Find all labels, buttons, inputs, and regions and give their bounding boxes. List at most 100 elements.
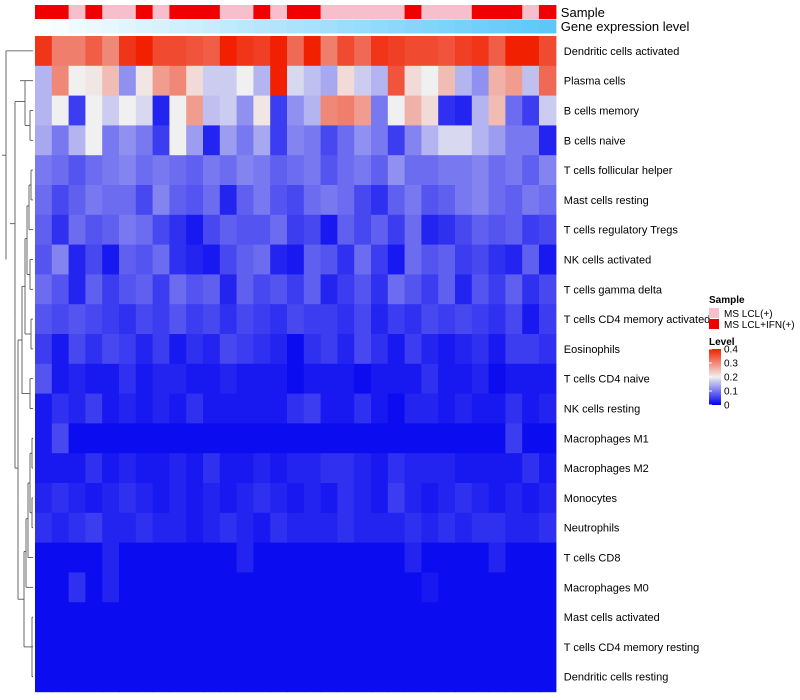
heatmap-cell (522, 36, 540, 67)
heatmap-cell (35, 542, 53, 573)
heatmap-cell (404, 483, 422, 514)
heatmap-cell (455, 125, 473, 156)
heatmap-cell (303, 304, 322, 335)
heatmap-cell (522, 185, 540, 216)
heatmap-cell (102, 661, 120, 693)
heatmap-cell (135, 274, 154, 305)
heatmap-cell (169, 65, 187, 97)
heatmap-cell (371, 512, 389, 544)
heatmap-cell (287, 36, 305, 67)
heatmap-cell (455, 363, 473, 395)
heatmap-cell (51, 572, 70, 603)
heatmap-cell (287, 304, 305, 335)
row-label: T cells CD4 memory resting (564, 642, 700, 654)
heatmap-cell (387, 36, 406, 67)
heatmap-cell (152, 155, 170, 186)
heatmap-cell (203, 274, 221, 305)
heatmap-cell (539, 185, 557, 216)
heatmap-cell (85, 125, 103, 156)
heatmap-cell (35, 36, 53, 67)
gene-expression-annotation-cell (270, 19, 288, 34)
heatmap-cell (203, 393, 221, 424)
heatmap-cell (169, 125, 187, 156)
heatmap-cell (404, 274, 422, 305)
heatmap-cell (505, 393, 523, 424)
heatmap-cell (219, 155, 238, 186)
heatmap-cell (119, 185, 137, 216)
heatmap-cell (35, 95, 53, 126)
heatmap-cell (539, 483, 557, 514)
row-label: T cells CD4 naive (564, 374, 650, 386)
heatmap-cell (35, 632, 53, 663)
heatmap-cell (51, 214, 70, 246)
gene-expression-annotation-cell (287, 19, 305, 34)
heatmap-cell (203, 125, 221, 156)
heatmap-cell (68, 334, 86, 365)
heatmap-cell (522, 542, 540, 573)
heatmap-cell (337, 334, 355, 365)
heatmap-cell (135, 125, 154, 156)
heatmap-cell (119, 423, 137, 454)
heatmap-cell (253, 65, 271, 97)
heatmap-cell (455, 453, 473, 484)
heatmap-cell (320, 214, 338, 246)
heatmap-cell (438, 602, 456, 633)
heatmap-cell (219, 274, 238, 305)
sample-annotation-cell (404, 5, 422, 19)
heatmap-cell (387, 602, 406, 633)
heatmap-cell (85, 95, 103, 126)
heatmap-cell (119, 65, 137, 97)
heatmap-cell (371, 483, 389, 514)
heatmap-cell (102, 453, 120, 484)
heatmap-cell (270, 334, 288, 365)
heatmap-cell (35, 572, 53, 603)
heatmap-cell (539, 453, 557, 484)
heatmap-cell (203, 542, 221, 573)
legend-level-tick-label: 0 (724, 401, 730, 412)
heatmap-cell (51, 65, 70, 97)
heatmap-cell (522, 334, 540, 365)
heatmap-cell (522, 453, 540, 484)
heatmap-cell (303, 185, 322, 216)
gene-expression-annotation-cell (354, 19, 372, 34)
heatmap-cell (337, 393, 355, 424)
heatmap-cell (320, 155, 338, 186)
heatmap-cell (337, 453, 355, 484)
gene-expression-annotation-label: Gene expression level (561, 19, 690, 34)
heatmap-cell (85, 572, 103, 603)
heatmap-cell (68, 512, 86, 544)
heatmap-cell (303, 334, 322, 365)
heatmap-cell (119, 602, 137, 633)
heatmap-cell (337, 572, 355, 603)
heatmap-cell (203, 304, 221, 335)
heatmap-cell (539, 393, 557, 424)
legend-level-tick-label: 0.4 (724, 345, 738, 356)
heatmap-cell (51, 304, 70, 335)
row-labels: Dendritic cells activated Plasma cells B c… (564, 46, 711, 684)
heatmap-cell (471, 125, 490, 156)
heatmap-cell (102, 572, 120, 603)
row-label: Dendritic cells resting (564, 672, 669, 684)
row-label: T cells gamma delta (564, 284, 663, 296)
gene-expression-annotation-cell (371, 19, 389, 34)
heatmap-cell (539, 244, 557, 275)
heatmap-cell (387, 483, 406, 514)
heatmap-cell (387, 661, 406, 693)
row-label: NK cells activated (564, 255, 651, 267)
heatmap-cell (471, 334, 490, 365)
heatmap-cell (522, 572, 540, 603)
heatmap-cell (203, 36, 221, 67)
sample-annotation-cell (522, 5, 540, 19)
heatmap-cell (135, 453, 154, 484)
heatmap-cell (371, 185, 389, 216)
heatmap-cell (152, 512, 170, 544)
heatmap-cell (236, 512, 254, 544)
heatmap-cell (488, 95, 506, 126)
heatmap-cell (354, 125, 372, 156)
heatmap-cell (287, 125, 305, 156)
heatmap-cell (505, 95, 523, 126)
heatmap-cell (404, 393, 422, 424)
heatmap-cell (287, 95, 305, 126)
heatmap-cell (119, 125, 137, 156)
heatmap-cell (303, 632, 322, 663)
